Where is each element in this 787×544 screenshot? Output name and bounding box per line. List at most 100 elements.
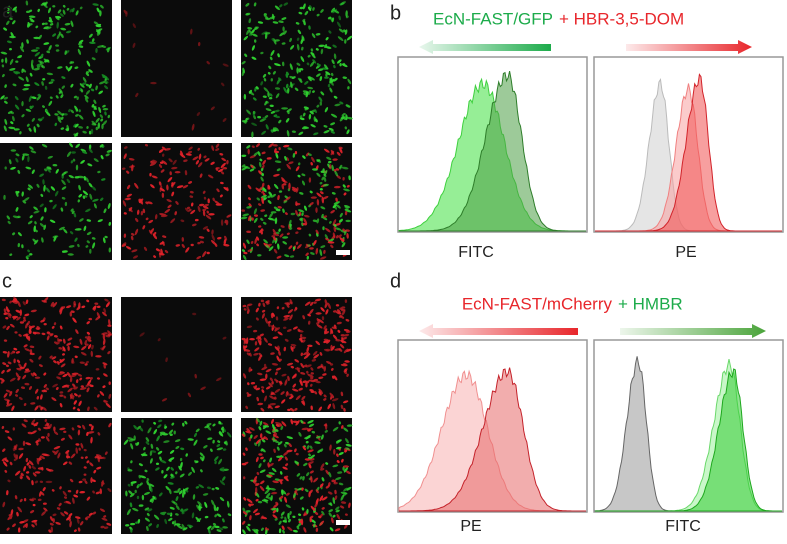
cell [92, 511, 97, 515]
cell [327, 491, 333, 495]
cell [71, 427, 75, 431]
cell [248, 89, 252, 94]
cell [284, 212, 288, 215]
cell [325, 71, 331, 76]
cell [310, 372, 314, 375]
cell [253, 115, 256, 120]
cell [333, 375, 338, 381]
cell [84, 480, 88, 484]
cell [164, 425, 168, 429]
cell [270, 78, 274, 82]
cell [72, 383, 76, 388]
cell [320, 468, 325, 471]
cell [149, 450, 153, 456]
cell [22, 374, 27, 380]
cell [284, 379, 288, 386]
cell [10, 121, 14, 125]
cell [333, 53, 337, 60]
cell [289, 223, 292, 228]
cell [79, 83, 85, 88]
cell [31, 466, 36, 470]
cell [194, 460, 197, 464]
cell [5, 403, 13, 407]
cell [315, 489, 319, 494]
cell [102, 333, 106, 341]
cell [346, 184, 350, 188]
cell [66, 342, 72, 346]
cell [78, 480, 83, 484]
cell [131, 233, 135, 236]
cell [329, 329, 333, 335]
cell [333, 95, 338, 99]
cell [208, 213, 215, 216]
cell [310, 505, 316, 512]
cell [306, 472, 310, 477]
cell [333, 324, 337, 329]
cell [262, 74, 267, 78]
cell [6, 40, 12, 44]
cell [73, 123, 77, 128]
cell [263, 337, 268, 343]
cell [12, 232, 16, 236]
cell [316, 192, 322, 198]
cell [192, 312, 197, 316]
cell [33, 239, 39, 245]
cell [17, 527, 21, 533]
cell [3, 96, 9, 100]
cell [344, 209, 352, 213]
cell [69, 478, 74, 483]
cell [2, 501, 6, 508]
cell [188, 181, 193, 184]
cell [203, 445, 208, 449]
cell [327, 16, 332, 20]
cell [4, 100, 8, 104]
cell [25, 166, 32, 170]
cell [140, 211, 144, 216]
cell [148, 219, 154, 224]
cell [72, 317, 77, 323]
cell [63, 430, 67, 434]
axis-label: FITC [458, 244, 494, 261]
cell [215, 167, 219, 172]
cell [343, 192, 347, 196]
cell [283, 87, 288, 94]
cell [296, 43, 300, 51]
cell [122, 167, 126, 170]
cell [170, 476, 175, 479]
cell [102, 385, 106, 389]
cell [174, 523, 181, 526]
cell [133, 435, 136, 441]
cell [104, 451, 108, 455]
cell [15, 207, 19, 212]
cell [301, 427, 309, 431]
cell [89, 33, 93, 38]
cell [41, 389, 46, 393]
cell [108, 422, 112, 428]
cell [167, 204, 172, 209]
cell [310, 367, 314, 371]
cell [255, 498, 259, 502]
cell [61, 85, 65, 89]
cell [175, 471, 178, 475]
cell [219, 430, 224, 437]
cell [54, 122, 58, 127]
cell [300, 68, 304, 71]
cell [62, 490, 67, 497]
cell [271, 312, 275, 317]
cell [254, 512, 260, 516]
cell [1, 298, 6, 302]
cell [297, 227, 302, 230]
cell [301, 46, 304, 51]
cell [199, 240, 205, 244]
cell [268, 472, 275, 475]
cell [79, 387, 87, 390]
cell [225, 220, 229, 226]
cell [210, 448, 213, 452]
cell [309, 61, 315, 67]
cell [38, 438, 41, 442]
cell [63, 228, 68, 234]
cell [300, 372, 306, 375]
cell [149, 172, 152, 177]
cell [340, 491, 348, 495]
cell [302, 351, 310, 356]
